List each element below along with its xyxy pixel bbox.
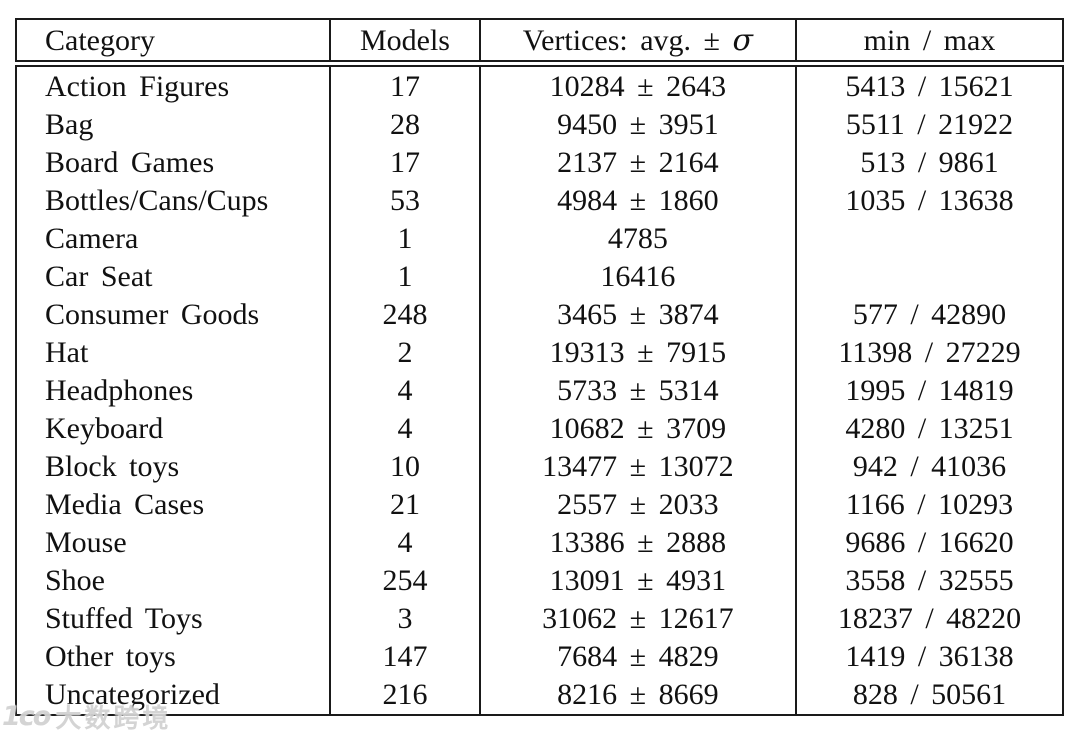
- table-row-uncategorized: Uncategorized 216 8216 ± 8669 828 / 5056…: [14, 675, 1064, 715]
- cell-minmax: 4280 / 13251: [795, 409, 1064, 448]
- cell-vertices: 10682 ± 3709: [478, 409, 798, 448]
- cell-category: Bottles/Cans/Cups: [14, 181, 332, 220]
- sigma-symbol: σ: [732, 22, 754, 58]
- col-header-vertices: Vertices: avg. ± σ: [478, 19, 798, 67]
- cell-vertices: 31062 ± 12617: [478, 599, 798, 638]
- cell-models: 4: [329, 409, 481, 448]
- cell-models: 254: [329, 561, 481, 600]
- table-row-stuffed-toys: Stuffed Toys 3 31062 ± 12617 18237 / 482…: [14, 599, 1064, 638]
- cell-category: Bag: [14, 105, 332, 144]
- table-row-action-figures: Action Figures 17 10284 ± 2643 5413 / 15…: [14, 63, 1064, 106]
- table-header: Category Models Vertices: avg. ± σ min /…: [14, 19, 1064, 67]
- table-row-mouse: Mouse 4 13386 ± 2888 9686 / 16620: [14, 523, 1064, 562]
- cell-minmax: 5511 / 21922: [795, 105, 1064, 144]
- table-row-bottles-cans-cups: Bottles/Cans/Cups 53 4984 ± 1860 1035 / …: [14, 181, 1064, 220]
- vertex-stats-table: Category Models Vertices: avg. ± σ min /…: [14, 18, 1064, 716]
- cell-models: 2: [329, 333, 481, 372]
- cell-category: Uncategorized: [14, 675, 332, 715]
- cell-models: 21: [329, 485, 481, 524]
- table-row-media-cases: Media Cases 21 2557 ± 2033 1166 / 10293: [14, 485, 1064, 524]
- table-row-camera: Camera 1 4785: [14, 219, 1064, 258]
- table-row-block-toys: Block toys 10 13477 ± 13072 942 / 41036: [14, 447, 1064, 486]
- cell-vertices: 10284 ± 2643: [478, 63, 798, 106]
- cell-minmax: 1166 / 10293: [795, 485, 1064, 524]
- cell-category: Shoe: [14, 561, 332, 600]
- cell-category: Mouse: [14, 523, 332, 562]
- cell-models: 28: [329, 105, 481, 144]
- cell-models: 53: [329, 181, 481, 220]
- table-row-hat: Hat 2 19313 ± 7915 11398 / 27229: [14, 333, 1064, 372]
- cell-models: 1: [329, 257, 481, 296]
- table-row-bag: Bag 28 9450 ± 3951 5511 / 21922: [14, 105, 1064, 144]
- cell-vertices: 2557 ± 2033: [478, 485, 798, 524]
- cell-minmax: 1995 / 14819: [795, 371, 1064, 410]
- cell-vertices: 5733 ± 5314: [478, 371, 798, 410]
- cell-minmax: 3558 / 32555: [795, 561, 1064, 600]
- cell-category: Board Games: [14, 143, 332, 182]
- cell-category: Camera: [14, 219, 332, 258]
- cell-category: Car Seat: [14, 257, 332, 296]
- cell-models: 17: [329, 63, 481, 106]
- cell-vertices: 9450 ± 3951: [478, 105, 798, 144]
- cell-minmax: 828 / 50561: [795, 675, 1064, 715]
- cell-minmax: 1419 / 36138: [795, 637, 1064, 676]
- cell-models: 4: [329, 371, 481, 410]
- cell-models: 17: [329, 143, 481, 182]
- header-row: Category Models Vertices: avg. ± σ min /…: [14, 19, 1064, 67]
- cell-minmax: 577 / 42890: [795, 295, 1064, 334]
- cell-category: Keyboard: [14, 409, 332, 448]
- table-row-headphones: Headphones 4 5733 ± 5314 1995 / 14819: [14, 371, 1064, 410]
- cell-vertices: 13477 ± 13072: [478, 447, 798, 486]
- table-body: Action Figures 17 10284 ± 2643 5413 / 15…: [14, 63, 1064, 715]
- table-row-board-games: Board Games 17 2137 ± 2164 513 / 9861: [14, 143, 1064, 182]
- cell-models: 1: [329, 219, 481, 258]
- cell-minmax: [795, 219, 1064, 258]
- cell-category: Media Cases: [14, 485, 332, 524]
- col-header-category: Category: [14, 19, 332, 67]
- table-row-shoe: Shoe 254 13091 ± 4931 3558 / 32555: [14, 561, 1064, 600]
- cell-minmax: [795, 257, 1064, 296]
- cell-models: 4: [329, 523, 481, 562]
- cell-vertices: 19313 ± 7915: [478, 333, 798, 372]
- cell-category: Action Figures: [14, 63, 332, 106]
- cell-minmax: 18237 / 48220: [795, 599, 1064, 638]
- table-row-other-toys: Other toys 147 7684 ± 4829 1419 / 36138: [14, 637, 1064, 676]
- cell-minmax: 942 / 41036: [795, 447, 1064, 486]
- cell-models: 3: [329, 599, 481, 638]
- cell-vertices: 3465 ± 3874: [478, 295, 798, 334]
- cell-minmax: 5413 / 15621: [795, 63, 1064, 106]
- cell-vertices: 7684 ± 4829: [478, 637, 798, 676]
- cell-vertices: 13091 ± 4931: [478, 561, 798, 600]
- cell-category: Hat: [14, 333, 332, 372]
- col-header-models: Models: [329, 19, 481, 67]
- cell-models: 216: [329, 675, 481, 715]
- table-row-consumer-goods: Consumer Goods 248 3465 ± 3874 577 / 428…: [14, 295, 1064, 334]
- cell-vertices: 4984 ± 1860: [478, 181, 798, 220]
- cell-vertices: 16416: [478, 257, 798, 296]
- cell-category: Consumer Goods: [14, 295, 332, 334]
- cell-category: Block toys: [14, 447, 332, 486]
- cell-category: Headphones: [14, 371, 332, 410]
- cell-models: 248: [329, 295, 481, 334]
- cell-minmax: 513 / 9861: [795, 143, 1064, 182]
- cell-minmax: 9686 / 16620: [795, 523, 1064, 562]
- cell-category: Other toys: [14, 637, 332, 676]
- col-header-minmax: min / max: [795, 19, 1064, 67]
- cell-vertices: 2137 ± 2164: [478, 143, 798, 182]
- cell-models: 147: [329, 637, 481, 676]
- table-row-keyboard: Keyboard 4 10682 ± 3709 4280 / 13251: [14, 409, 1064, 448]
- cell-vertices: 4785: [478, 219, 798, 258]
- cell-minmax: 11398 / 27229: [795, 333, 1064, 372]
- cell-models: 10: [329, 447, 481, 486]
- table-row-car-seat: Car Seat 1 16416: [14, 257, 1064, 296]
- cell-vertices: 13386 ± 2888: [478, 523, 798, 562]
- cell-category: Stuffed Toys: [14, 599, 332, 638]
- cell-minmax: 1035 / 13638: [795, 181, 1064, 220]
- col-header-vertices-label: Vertices: avg. ±: [522, 23, 721, 57]
- cell-vertices: 8216 ± 8669: [478, 675, 798, 715]
